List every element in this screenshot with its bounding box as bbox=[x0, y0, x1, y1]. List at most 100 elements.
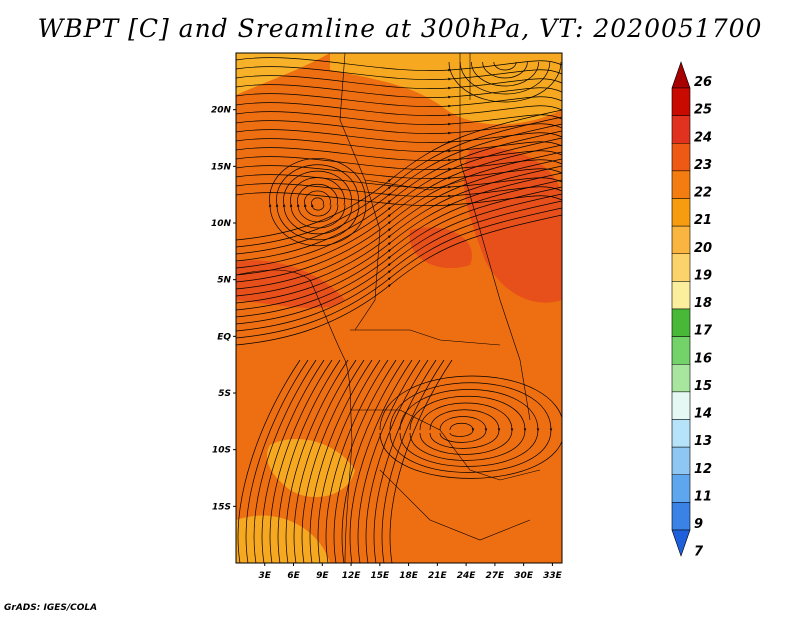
streamline bbox=[236, 193, 562, 325]
streamline bbox=[373, 359, 437, 563]
colorbar-label: 24 bbox=[694, 130, 712, 145]
colorbar-label: 11 bbox=[694, 489, 712, 504]
colorbar-swatch bbox=[671, 198, 691, 227]
colorbar-label: 7 bbox=[694, 545, 704, 560]
streamline bbox=[236, 109, 562, 241]
lon-tick-label: 21E bbox=[428, 571, 448, 581]
lon-tick-label: 24E bbox=[457, 571, 477, 581]
lat-tick-label: EQ bbox=[217, 332, 231, 342]
colorbar-swatch bbox=[671, 115, 691, 144]
streamline bbox=[296, 183, 339, 223]
colorbar-label: 20 bbox=[694, 241, 712, 256]
streamline bbox=[236, 183, 562, 198]
colorbar-label: 16 bbox=[694, 351, 712, 366]
streamline bbox=[236, 172, 562, 304]
lon-tick-label: 12E bbox=[342, 571, 362, 581]
streamline bbox=[409, 396, 527, 461]
colorbar-swatch bbox=[671, 391, 691, 420]
colorbar-swatch bbox=[671, 336, 691, 365]
streamline bbox=[439, 416, 488, 443]
streamline bbox=[236, 165, 562, 297]
colorbar-label: 19 bbox=[694, 268, 712, 283]
streamline bbox=[341, 359, 405, 563]
colorbar-label: 14 bbox=[694, 407, 712, 422]
streamline bbox=[449, 422, 475, 437]
streamline bbox=[381, 359, 445, 563]
streamline bbox=[236, 192, 562, 207]
streamline bbox=[365, 359, 429, 563]
colorbar-swatch bbox=[671, 363, 691, 393]
colorbar-swatch bbox=[671, 529, 691, 557]
streamline bbox=[236, 158, 562, 290]
colorbar-swatch bbox=[671, 446, 691, 476]
streamline bbox=[275, 164, 360, 241]
shaded-region-south bbox=[236, 515, 330, 563]
credit-text: GrADS: IGES/COLA bbox=[4, 603, 98, 613]
streamline bbox=[317, 359, 381, 563]
streamline bbox=[325, 359, 389, 563]
streamline bbox=[236, 137, 562, 269]
warm-region-west bbox=[236, 260, 345, 308]
colorbar-label: 22 bbox=[694, 186, 712, 201]
streamline bbox=[357, 359, 421, 563]
streamline bbox=[236, 93, 562, 108]
streamline bbox=[268, 158, 367, 247]
streamline bbox=[349, 359, 413, 563]
streamline bbox=[236, 116, 562, 248]
country-borders bbox=[236, 53, 541, 563]
streamline bbox=[333, 359, 397, 563]
lat-tick-label: 5S bbox=[218, 389, 231, 399]
streamline bbox=[236, 138, 562, 153]
streamline bbox=[389, 382, 553, 473]
lat-tick-label: 5N bbox=[217, 276, 231, 286]
latitude-axis: 20N 15N 10N 5N EQ 5S 10S 15S bbox=[211, 106, 236, 512]
streamline bbox=[282, 170, 353, 235]
colorbar-swatch bbox=[671, 419, 691, 448]
colorbar-swatch bbox=[671, 87, 691, 116]
lat-tick-label: 20N bbox=[211, 106, 232, 116]
streamline bbox=[303, 190, 332, 217]
streamline bbox=[236, 165, 562, 180]
lon-tick-label: 3E bbox=[259, 571, 272, 581]
lon-tick-label: 33E bbox=[543, 571, 563, 581]
lon-tick-label: 6E bbox=[287, 571, 300, 581]
streamline bbox=[311, 197, 325, 211]
colorbar-swatch bbox=[671, 281, 691, 310]
lon-tick-label: 9E bbox=[316, 571, 329, 581]
streamline bbox=[293, 359, 357, 563]
streamline bbox=[269, 359, 333, 563]
longitude-axis: 3E 6E 9E 12E 15E 18E 21E 24E 27E 30E 33E bbox=[259, 563, 563, 581]
colorbar-label: 15 bbox=[694, 379, 712, 394]
lat-tick-label: 15N bbox=[211, 162, 232, 172]
streamline bbox=[285, 359, 349, 563]
shaded-region-northeast bbox=[330, 53, 562, 125]
warm-region-central bbox=[409, 227, 472, 269]
streamline bbox=[236, 129, 562, 144]
streamline bbox=[236, 214, 562, 346]
streamlines bbox=[236, 57, 562, 563]
colorbar: 26 25 24 23 22 21 20 19 18 17 16 15 14 13 12 11 9 7 bbox=[671, 61, 713, 560]
streamline bbox=[236, 200, 562, 332]
lon-tick-label: 15E bbox=[370, 571, 390, 581]
streamline bbox=[236, 174, 562, 189]
colorbar-label: 17 bbox=[694, 324, 713, 339]
colorbar-swatch bbox=[671, 61, 691, 89]
streamline bbox=[236, 111, 562, 126]
colorbar-label: 23 bbox=[694, 158, 712, 173]
streamline bbox=[236, 102, 562, 117]
streamline bbox=[236, 179, 562, 311]
map-frame bbox=[235, 52, 563, 564]
colorbar-label: 12 bbox=[694, 462, 712, 477]
streamline bbox=[277, 359, 341, 563]
streamline bbox=[379, 375, 562, 479]
streamline bbox=[261, 359, 325, 563]
streamline bbox=[448, 61, 562, 103]
chart-title: WBPT [C] and Sreamline at 300hPa, VT: 20… bbox=[37, 14, 763, 43]
colorbar-swatch bbox=[671, 142, 691, 172]
streamline bbox=[236, 84, 562, 99]
colorbar-swatch bbox=[671, 170, 691, 199]
streamline bbox=[289, 177, 346, 229]
colorbar-swatch bbox=[671, 308, 691, 337]
colorbar-swatch bbox=[671, 474, 691, 503]
streamline bbox=[236, 123, 562, 255]
